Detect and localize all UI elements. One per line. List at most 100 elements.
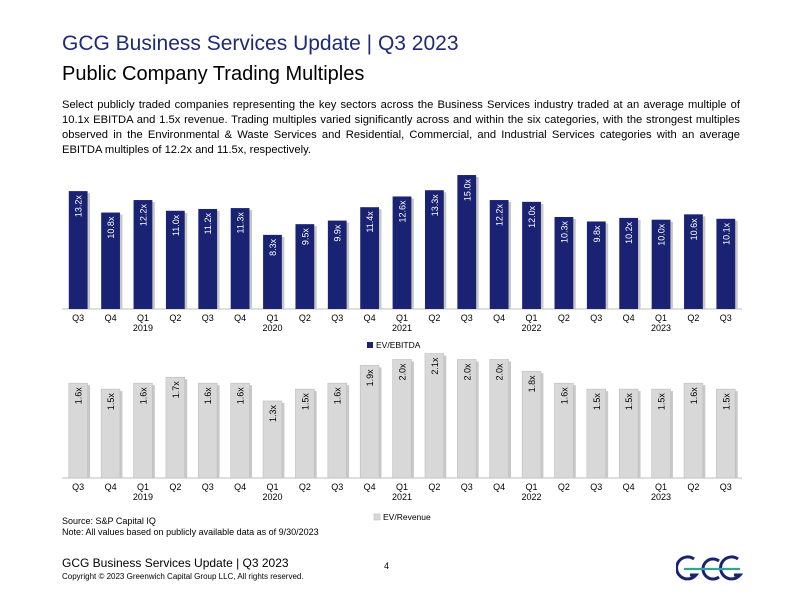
data-label: 13.2x [74, 195, 84, 218]
data-label: 1.5x [592, 393, 602, 411]
bar [198, 208, 218, 309]
data-label: 1.6x [333, 387, 343, 405]
tick-label: Q1 [396, 313, 408, 323]
data-label: 12.2x [138, 204, 148, 227]
tick-label: Q1 [137, 313, 149, 323]
legend-label: EV/Revenue [383, 512, 431, 522]
tick-label: Q4 [105, 313, 117, 323]
tick-label: Q1 [655, 482, 667, 492]
tick-label: Q2 [428, 313, 440, 323]
footer-copyright: Copyright © 2023 Greenwich Capital Group… [62, 572, 304, 581]
header-separator: | [366, 32, 373, 55]
bar [489, 359, 509, 479]
ev-ebitda-chart: 13.2xQ310.8xQ412.2xQ1201911.0xQ211.2xQ31… [62, 175, 742, 350]
tick-label: Q2 [558, 313, 570, 323]
bar [230, 382, 250, 479]
data-label: 1.9x [365, 369, 375, 387]
bar [392, 196, 412, 309]
bar [295, 388, 315, 479]
data-label: 10.8x [106, 216, 116, 239]
tick-label: Q4 [623, 482, 635, 492]
tick-label: Q4 [234, 313, 246, 323]
tick-label: Q3 [72, 313, 84, 323]
tick-label: Q3 [202, 482, 214, 492]
tick-label: Q3 [331, 313, 343, 323]
year-label: 2021 [392, 492, 412, 502]
data-label: 1.6x [203, 387, 213, 405]
tick-label: Q2 [558, 482, 570, 492]
tick-label: Q3 [590, 313, 602, 323]
tick-label: Q3 [720, 313, 732, 323]
tick-label: Q3 [461, 482, 473, 492]
year-label: 2022 [522, 323, 542, 333]
bar [392, 359, 412, 479]
data-label: 13.3x [430, 194, 440, 217]
data-label: 10.1x [721, 222, 731, 245]
year-label: 2023 [651, 323, 671, 333]
tick-label: Q2 [687, 313, 699, 323]
bar [651, 388, 671, 479]
data-label: 1.5x [624, 393, 634, 411]
tick-label: Q3 [720, 482, 732, 492]
bar [521, 371, 542, 479]
tick-label: Q1 [266, 482, 278, 492]
year-label: 2023 [651, 492, 671, 502]
tick-label: Q4 [234, 482, 246, 492]
bar [68, 191, 88, 309]
gcg-logo [676, 555, 744, 581]
tick-label: Q1 [396, 482, 408, 492]
data-label: 10.2x [624, 221, 634, 244]
data-label: 1.8x [527, 375, 537, 393]
data-label: 11.4x [365, 211, 375, 233]
bar [360, 207, 380, 309]
bar [716, 388, 736, 479]
data-label: 1.3x [268, 404, 278, 422]
tick-label: Q3 [202, 313, 214, 323]
data-label: 12.6x [398, 200, 408, 223]
legend-swatch [373, 513, 381, 521]
bar [489, 200, 509, 309]
year-label: 2022 [522, 492, 542, 502]
bar [295, 224, 315, 309]
bar [618, 388, 639, 479]
bar [554, 382, 574, 479]
tick-label: Q4 [364, 482, 376, 492]
bar [554, 217, 574, 309]
tick-label: Q2 [428, 482, 440, 492]
data-label: 15.0x [462, 179, 472, 202]
data-label: 1.5x [657, 393, 667, 411]
tick-label: Q4 [364, 313, 376, 323]
logo-left-g [676, 555, 700, 581]
logo-right-g [719, 555, 744, 581]
tick-label: Q3 [331, 482, 343, 492]
summary-paragraph: Select publicly traded companies represe… [62, 99, 740, 156]
tick-label: Q3 [461, 313, 473, 323]
legend-label: EV/EBITDA [376, 340, 421, 350]
bar [327, 382, 347, 479]
tick-label: Q2 [299, 482, 311, 492]
data-label: 2.0x [398, 363, 408, 381]
data-label: 10.3x [559, 221, 569, 244]
data-label: 9.8x [592, 225, 602, 243]
data-label: 11.0x [171, 214, 181, 236]
bar [359, 365, 380, 479]
year-label: 2020 [262, 323, 282, 333]
tick-label: Q2 [687, 482, 699, 492]
tick-label: Q4 [493, 313, 505, 323]
data-label: 10.6x [689, 218, 699, 241]
bar [716, 218, 736, 309]
data-label: 2.0x [462, 363, 472, 381]
bar [133, 200, 153, 309]
bar [263, 234, 282, 309]
data-label: 11.2x [203, 212, 213, 234]
bar [586, 388, 606, 479]
bar [424, 190, 444, 309]
tick-label: Q1 [266, 313, 278, 323]
data-label: 11.3x [236, 212, 246, 234]
tick-label: Q2 [169, 313, 181, 323]
footer-title: GCG Business Services Update | Q3 2023 [62, 556, 289, 570]
source-notes: Source: S&P Capital IQ Note: All values … [62, 516, 319, 538]
data-label: 1.6x [559, 387, 569, 405]
data-label: 1.5x [300, 393, 310, 411]
bar [327, 220, 347, 309]
